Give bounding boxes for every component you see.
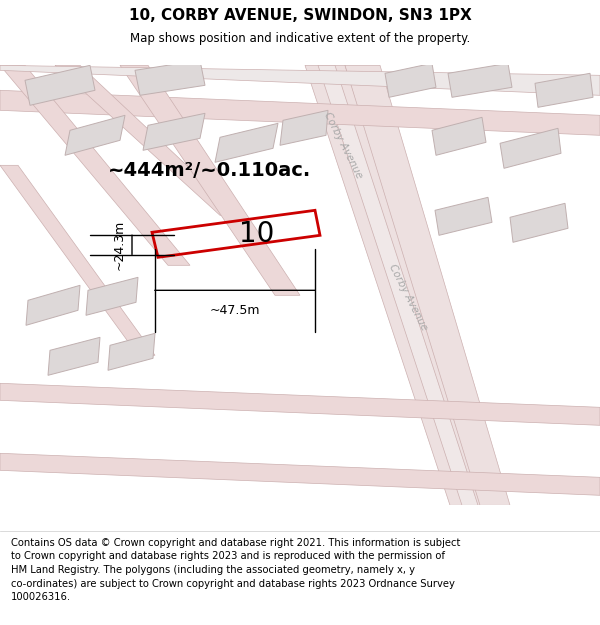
Polygon shape [305,65,490,505]
Polygon shape [448,63,512,98]
Polygon shape [65,115,125,155]
Polygon shape [0,65,600,95]
Text: 10, CORBY AVENUE, SWINDON, SN3 1PX: 10, CORBY AVENUE, SWINDON, SN3 1PX [128,8,472,22]
Polygon shape [535,73,593,107]
Polygon shape [345,65,510,505]
Polygon shape [48,338,100,375]
Polygon shape [0,453,600,495]
Polygon shape [0,383,600,425]
Polygon shape [55,65,240,215]
Text: Corby Avenue: Corby Avenue [322,111,364,180]
Polygon shape [120,65,300,295]
Polygon shape [0,65,190,265]
Polygon shape [26,285,80,325]
Polygon shape [108,333,155,370]
Polygon shape [432,118,486,155]
Polygon shape [385,63,436,98]
Text: 10: 10 [239,220,274,248]
Text: ~444m²/~0.110ac.: ~444m²/~0.110ac. [109,161,311,180]
Polygon shape [135,60,205,95]
Polygon shape [500,128,561,168]
Polygon shape [143,113,205,150]
Text: Contains OS data © Crown copyright and database right 2021. This information is : Contains OS data © Crown copyright and d… [11,538,460,602]
Polygon shape [510,203,568,242]
Polygon shape [86,278,138,315]
Text: Corby Avenue: Corby Avenue [387,262,429,332]
Text: ~24.3m: ~24.3m [113,219,126,270]
Polygon shape [0,90,600,135]
Polygon shape [318,65,478,505]
Polygon shape [215,123,278,162]
Polygon shape [280,110,328,145]
Text: Map shows position and indicative extent of the property.: Map shows position and indicative extent… [130,32,470,45]
Polygon shape [0,165,155,355]
Polygon shape [435,198,492,235]
Text: ~47.5m: ~47.5m [210,304,260,318]
Polygon shape [25,65,95,105]
